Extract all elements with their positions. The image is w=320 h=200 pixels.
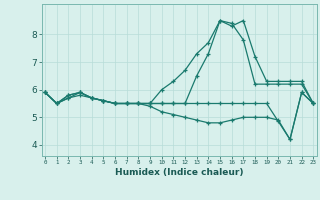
X-axis label: Humidex (Indice chaleur): Humidex (Indice chaleur) (115, 168, 244, 177)
